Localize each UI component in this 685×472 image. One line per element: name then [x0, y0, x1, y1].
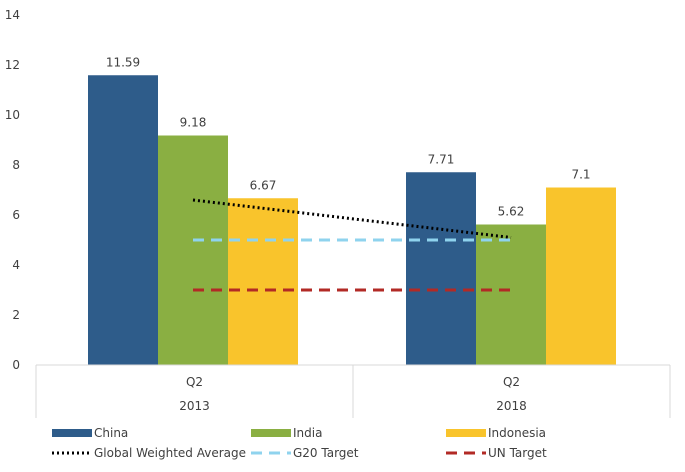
- data-label: 7.71: [428, 152, 455, 166]
- y-axis: 0 2 4 6 8 10 12 14: [5, 8, 20, 372]
- legend-label: Global Weighted Average: [94, 446, 246, 460]
- y-tick-label: 10: [5, 108, 20, 122]
- y-tick-label: 4: [12, 258, 20, 272]
- bar-india-2013: [158, 135, 228, 365]
- legend-label: Indonesia: [488, 426, 546, 440]
- legend-label: India: [293, 426, 322, 440]
- x-year-label: 2013: [179, 399, 210, 413]
- bars: [88, 75, 616, 365]
- y-tick-label: 6: [12, 208, 20, 222]
- legend-label: G20 Target: [293, 446, 359, 460]
- lines: [192, 198, 512, 292]
- data-label: 11.59: [106, 55, 140, 69]
- data-label: 5.62: [498, 205, 525, 219]
- data-label: 6.67: [250, 178, 277, 192]
- y-tick-label: 14: [5, 8, 20, 22]
- legend-swatch-china: [52, 429, 92, 437]
- bar-indonesia-2013: [228, 198, 298, 365]
- legend-label: UN Target: [488, 446, 547, 460]
- data-labels: 11.59 9.18 6.67 7.71 5.62 7.1: [106, 55, 591, 218]
- legend-label: China: [94, 426, 128, 440]
- x-axis: Q2 2013 Q2 2018: [35, 364, 671, 418]
- y-tick-label: 12: [5, 58, 20, 72]
- x-period-label: Q2: [503, 375, 520, 389]
- legend: China India Indonesia Global Weighted Avera…: [52, 426, 547, 460]
- y-tick-label: 0: [12, 358, 20, 372]
- line-global-weighted-average: [192, 198, 512, 239]
- bar-china-2018: [406, 172, 476, 365]
- bar-indonesia-2018: [546, 187, 616, 365]
- data-label: 7.1: [571, 168, 590, 182]
- legend-swatch-india: [251, 429, 291, 437]
- data-label: 9.18: [180, 116, 207, 130]
- bar-india-2018: [476, 224, 546, 365]
- legend-swatch-indonesia: [446, 429, 486, 437]
- y-tick-label: 8: [12, 158, 20, 172]
- y-tick-label: 2: [12, 308, 20, 322]
- x-year-label: 2018: [496, 399, 527, 413]
- bar-china-2013: [88, 75, 158, 365]
- x-period-label: Q2: [186, 375, 203, 389]
